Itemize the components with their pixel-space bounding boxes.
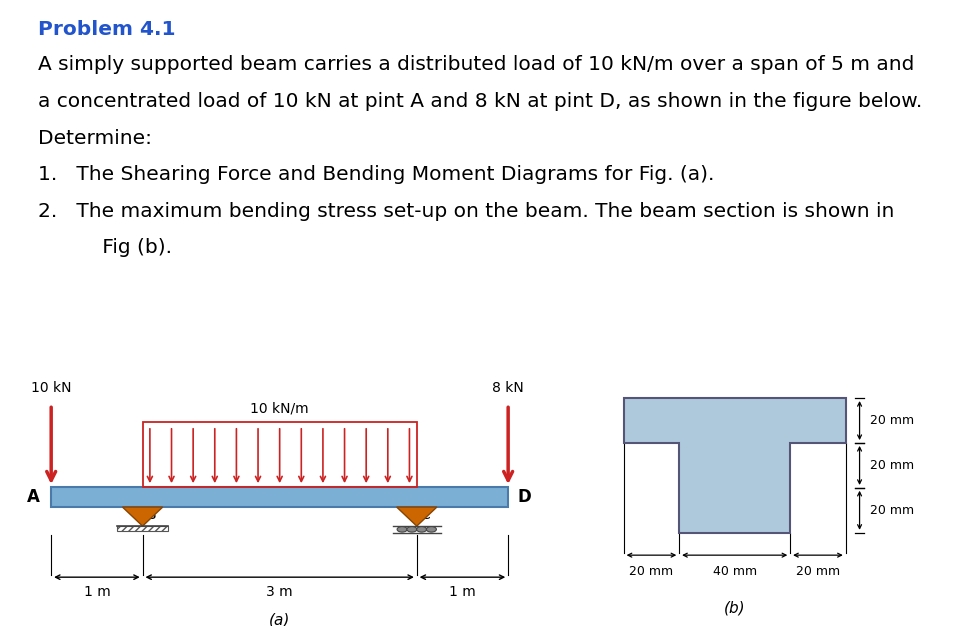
Circle shape [407,526,417,532]
Polygon shape [51,487,508,507]
Text: Determine:: Determine: [38,129,152,148]
Circle shape [397,526,407,532]
Text: 3 m: 3 m [266,585,293,598]
Text: 20 mm: 20 mm [630,565,674,578]
Text: 2.   The maximum bending stress set-up on the beam. The beam section is shown in: 2. The maximum bending stress set-up on … [38,202,895,222]
Circle shape [426,526,437,532]
Polygon shape [123,507,162,526]
Text: 20 mm: 20 mm [870,414,914,427]
Text: Problem 4.1: Problem 4.1 [38,20,176,39]
Text: 1 m: 1 m [84,585,110,598]
Text: 40 mm: 40 mm [712,565,756,578]
Text: a concentrated load of 10 kN at pint A and 8 kN at pint D, as shown in the figur: a concentrated load of 10 kN at pint A a… [38,92,923,111]
Text: 8 kN: 8 kN [492,381,524,396]
Polygon shape [624,398,846,533]
Text: D: D [517,488,531,506]
Text: A simply supported beam carries a distributed load of 10 kN/m over a span of 5 m: A simply supported beam carries a distri… [38,55,914,74]
Text: 20 mm: 20 mm [870,459,914,472]
Text: Fig (b).: Fig (b). [64,239,172,257]
Text: 20 mm: 20 mm [870,504,914,517]
Text: A: A [27,488,40,506]
Text: (a): (a) [269,612,290,626]
Text: (b): (b) [724,600,746,615]
Text: 1 m: 1 m [449,585,476,598]
Text: 1.   The Shearing Force and Bending Moment Diagrams for Fig. (a).: 1. The Shearing Force and Bending Moment… [38,165,714,184]
Text: 10 kN: 10 kN [31,381,71,396]
Circle shape [417,526,426,532]
Text: 20 mm: 20 mm [796,565,840,578]
Text: B: B [146,508,156,522]
Polygon shape [396,507,437,526]
Text: C: C [420,508,430,522]
Text: 10 kN/m: 10 kN/m [251,402,309,416]
